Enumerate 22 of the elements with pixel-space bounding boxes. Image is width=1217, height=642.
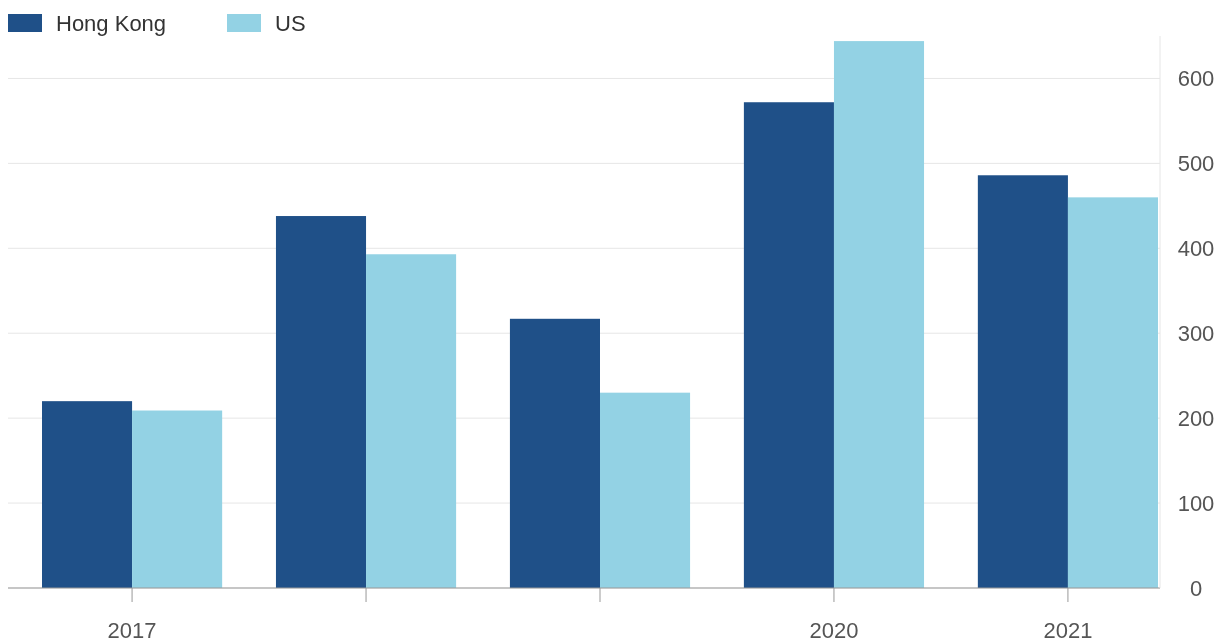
- y-tick-label: 400: [1177, 236, 1215, 262]
- bar: [1067, 197, 1158, 588]
- bar: [509, 318, 600, 588]
- bar: [743, 102, 834, 588]
- bar: [600, 392, 691, 588]
- legend-label: Hong Kong: [56, 11, 167, 36]
- y-tick-label: 200: [1177, 406, 1215, 432]
- y-tick-label: 300: [1177, 321, 1215, 347]
- legend-label: US: [275, 11, 306, 36]
- y-tick-label: 600: [1177, 66, 1215, 92]
- y-tick-label: 0: [1189, 576, 1203, 601]
- bar: [366, 254, 457, 588]
- x-tick-label: 2021: [1043, 618, 1093, 642]
- y-tick-label: 100: [1177, 491, 1215, 517]
- bar: [275, 216, 367, 588]
- x-tick-label: 2020: [809, 618, 859, 642]
- y-tick-label: 500: [1177, 151, 1215, 177]
- bar: [132, 410, 223, 588]
- bar: [977, 175, 1068, 588]
- x-tick-label: 2017: [107, 618, 157, 642]
- bar: [42, 401, 133, 588]
- bar: [833, 41, 925, 588]
